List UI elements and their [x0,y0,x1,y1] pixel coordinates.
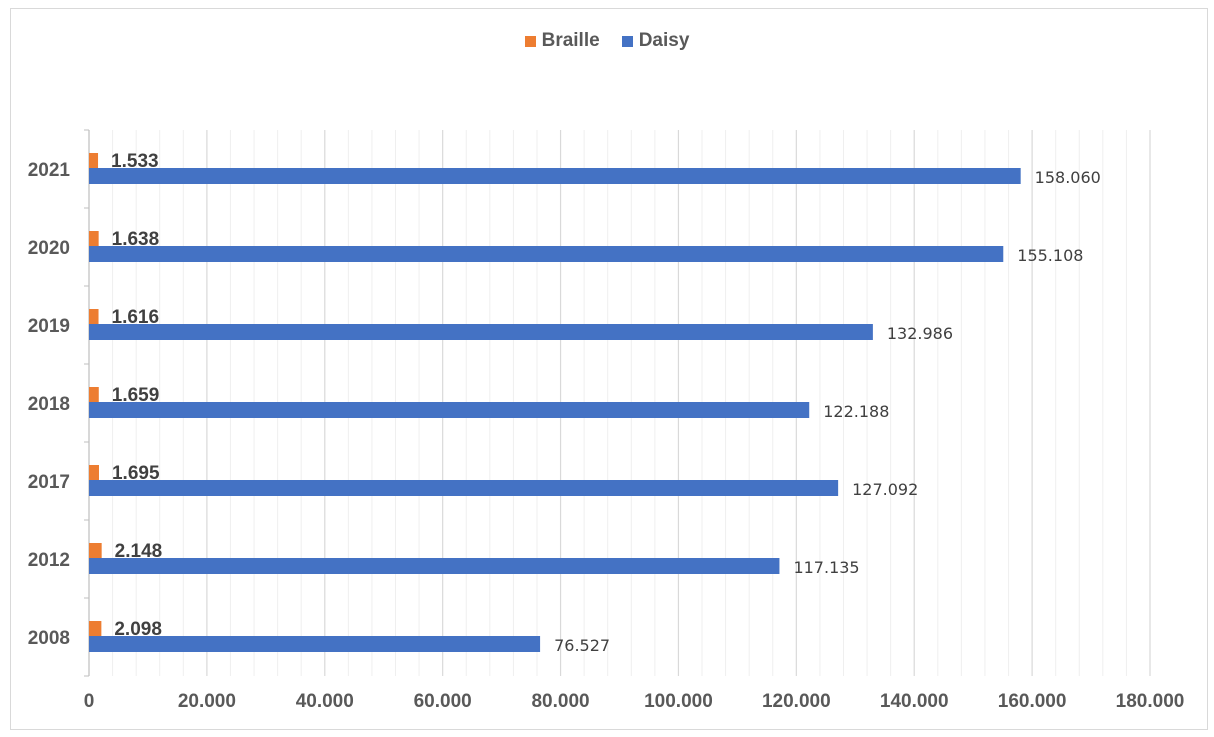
data-label-braille: 2.148 [115,541,163,562]
x-tick-label: 140.000 [880,691,949,712]
y-tick-label: 2021 [28,160,71,181]
bar-braille [89,153,99,168]
y-tick-label: 2020 [28,238,70,259]
y-tick-label: 2019 [28,316,70,337]
data-label-daisy: 132.986 [887,324,953,343]
x-tick-label: 0 [84,691,95,712]
bar-daisy [89,246,1004,262]
data-label-daisy: 155.108 [1017,246,1083,265]
bar-braille [89,621,102,636]
legend-item-daisy: Daisy [621,30,690,52]
legend-label-braille: Braille [541,30,600,51]
legend-swatch-braille [524,35,536,47]
data-label-daisy: 158.060 [1035,168,1101,187]
bar-braille [89,231,99,246]
data-label-daisy: 117.135 [793,558,859,577]
x-tick-label: 180.000 [1116,691,1185,712]
data-label-braille: 1.533 [111,151,159,172]
data-label-braille: 1.695 [112,463,160,484]
bar-daisy [89,558,780,574]
bar-daisy [89,402,810,418]
x-tick-label: 160.000 [998,691,1067,712]
bar-braille [89,387,99,402]
y-tick-label: 2008 [28,628,70,649]
x-tick-label: 40.000 [296,691,354,712]
legend-swatch-daisy [621,35,633,47]
data-label-braille: 1.659 [112,385,160,406]
bar-braille [89,543,102,558]
bar-daisy [89,324,873,340]
legend-item-braille: Braille [524,30,600,52]
x-tick-label: 60.000 [414,691,472,712]
y-tick-label: 2017 [28,472,70,493]
x-tick-label: 20.000 [178,691,236,712]
bar-daisy [89,636,541,652]
bar-braille [89,309,99,324]
x-tick-label: 100.000 [644,691,713,712]
y-tick-label: 2012 [28,550,70,571]
y-tick-label: 2018 [28,394,70,415]
data-label-daisy: 122.188 [823,402,889,421]
data-label-daisy: 76.527 [554,636,610,655]
data-label-braille: 1.616 [112,307,160,328]
x-tick-label: 80.000 [531,691,589,712]
x-tick-label: 120.000 [762,691,831,712]
data-label-daisy: 127.092 [852,480,918,499]
legend-label-daisy: Daisy [638,30,690,51]
bar-daisy [89,480,839,496]
bar-braille [89,465,99,480]
data-label-braille: 1.638 [112,229,160,250]
bar-daisy [89,168,1021,184]
legend: Braille Daisy [0,30,1214,52]
data-label-braille: 2.098 [114,619,162,640]
